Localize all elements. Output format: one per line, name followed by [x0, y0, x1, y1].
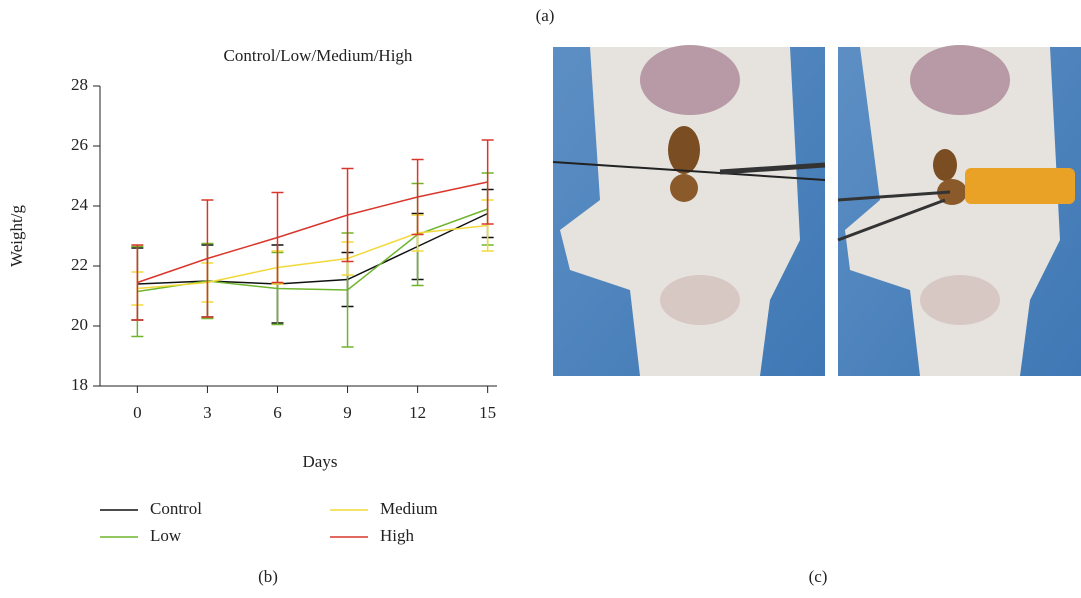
panel-label: (a) — [536, 6, 555, 25]
series-line — [137, 226, 487, 289]
series-line — [137, 182, 487, 283]
y-tick-label: 26 — [71, 135, 88, 154]
x-tick-label: 0 — [133, 403, 142, 422]
series-line — [137, 214, 487, 285]
photo — [553, 45, 825, 376]
y-tick-label: 22 — [71, 255, 88, 274]
y-tick-label: 20 — [71, 315, 88, 334]
legend-label: Medium — [380, 499, 438, 518]
legend-label: Low — [150, 526, 182, 545]
series-line — [137, 209, 487, 292]
y-tick-label: 24 — [71, 195, 89, 214]
x-axis-label: Days — [303, 452, 338, 471]
y-tick-label: 18 — [71, 375, 88, 394]
x-tick-label: 12 — [409, 403, 426, 422]
y-tick-label: 28 — [71, 75, 88, 94]
legend-label: High — [380, 526, 415, 545]
x-tick-label: 9 — [343, 403, 352, 422]
legend-label: Control — [150, 499, 202, 518]
chart-title: Control/Low/Medium/High — [224, 46, 413, 65]
photo — [838, 45, 1081, 376]
y-axis-label: Weight/g — [7, 205, 26, 267]
panel-label: (b) — [258, 567, 278, 586]
x-tick-label: 3 — [203, 403, 212, 422]
x-tick-label: 15 — [479, 403, 496, 422]
panel-label: (c) — [809, 567, 828, 586]
x-tick-label: 6 — [273, 403, 282, 422]
figure: (a) (b) (c) Control/Low/Medium/High Days… — [0, 0, 1081, 598]
